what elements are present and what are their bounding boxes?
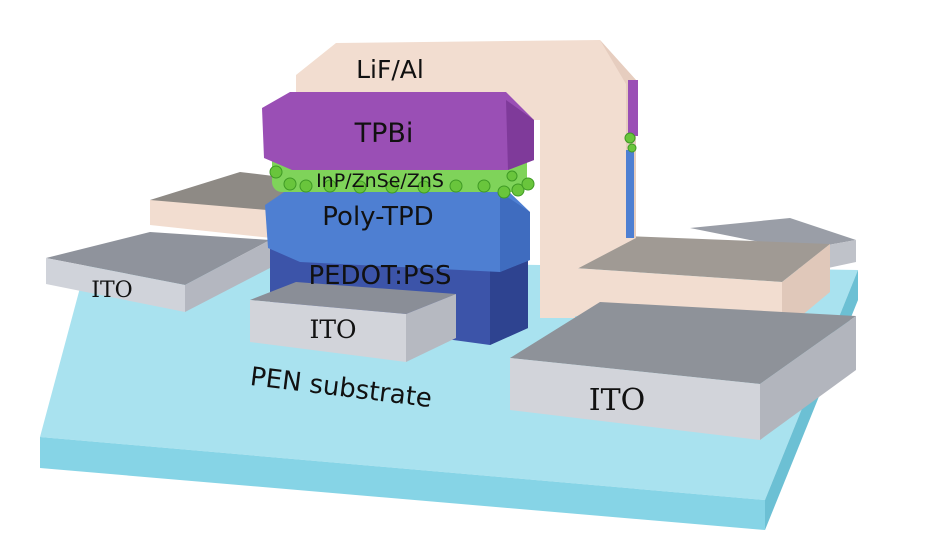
qd-dot: [511, 183, 525, 197]
substrate-front-face: [40, 437, 765, 530]
ito-right-side: [760, 316, 856, 440]
qd-dot: [283, 177, 297, 191]
qd-dot: [506, 170, 518, 182]
ito-right-electrode: [510, 302, 856, 440]
label-tpbi: TPBi: [354, 118, 414, 149]
qd-dot: [353, 180, 367, 194]
cathode-left-arm: [150, 172, 290, 240]
ito-right-top: [510, 302, 856, 384]
qd-dot: [323, 179, 337, 193]
tpbi-front-face: [262, 92, 534, 170]
label-ito-right: ITO: [589, 383, 645, 418]
qd-dot: [385, 180, 399, 194]
qd-dots: [269, 132, 637, 199]
qd-dot: [269, 165, 283, 179]
qd-dot: [624, 132, 636, 144]
label-qd: InP/ZnSe/ZnS: [316, 170, 444, 192]
qd-dot: [449, 179, 463, 193]
poly-tpd-layer: [265, 188, 530, 272]
cathode-left-front: [150, 200, 290, 240]
label-ito-front: ITO: [309, 315, 356, 344]
label-cathode: LiF/Al: [356, 55, 424, 84]
qd-dot: [497, 185, 511, 199]
ito-right-back-top: [690, 218, 856, 250]
pedot-side-face: [490, 258, 528, 345]
qd-dot: [521, 177, 535, 191]
ito-left-electrode: [46, 232, 270, 312]
cathode-left-top: [150, 172, 290, 212]
label-ito-left: ITO: [91, 278, 132, 303]
tpbi-side-face: [506, 100, 534, 170]
poly-tpd-side-sliver: [626, 150, 634, 238]
ito-left-side: [185, 240, 270, 312]
qd-dot: [299, 179, 313, 193]
qd-dot: [627, 143, 637, 153]
ito-front-electrode: [250, 282, 456, 362]
cathode-right-side: [782, 244, 830, 332]
ito-left-top: [46, 232, 270, 285]
tpbi-side-sliver: [628, 80, 638, 136]
ito-front-front: [250, 300, 406, 362]
poly-tpd-side-face: [500, 192, 530, 272]
ito-front-top: [250, 282, 456, 314]
ito-front-side: [406, 294, 456, 362]
label-poly-tpd: Poly-TPD: [322, 202, 433, 232]
qd-dot: [417, 180, 431, 194]
ito-right-front: [510, 358, 760, 440]
label-pedot-pss: PEDOT:PSS: [308, 261, 451, 291]
poly-tpd-front-face: [265, 188, 530, 272]
tpbi-layer: [262, 92, 534, 170]
qd-dot: [477, 179, 491, 193]
cathode-right-top: [574, 236, 830, 282]
ito-left-front: [46, 258, 185, 312]
